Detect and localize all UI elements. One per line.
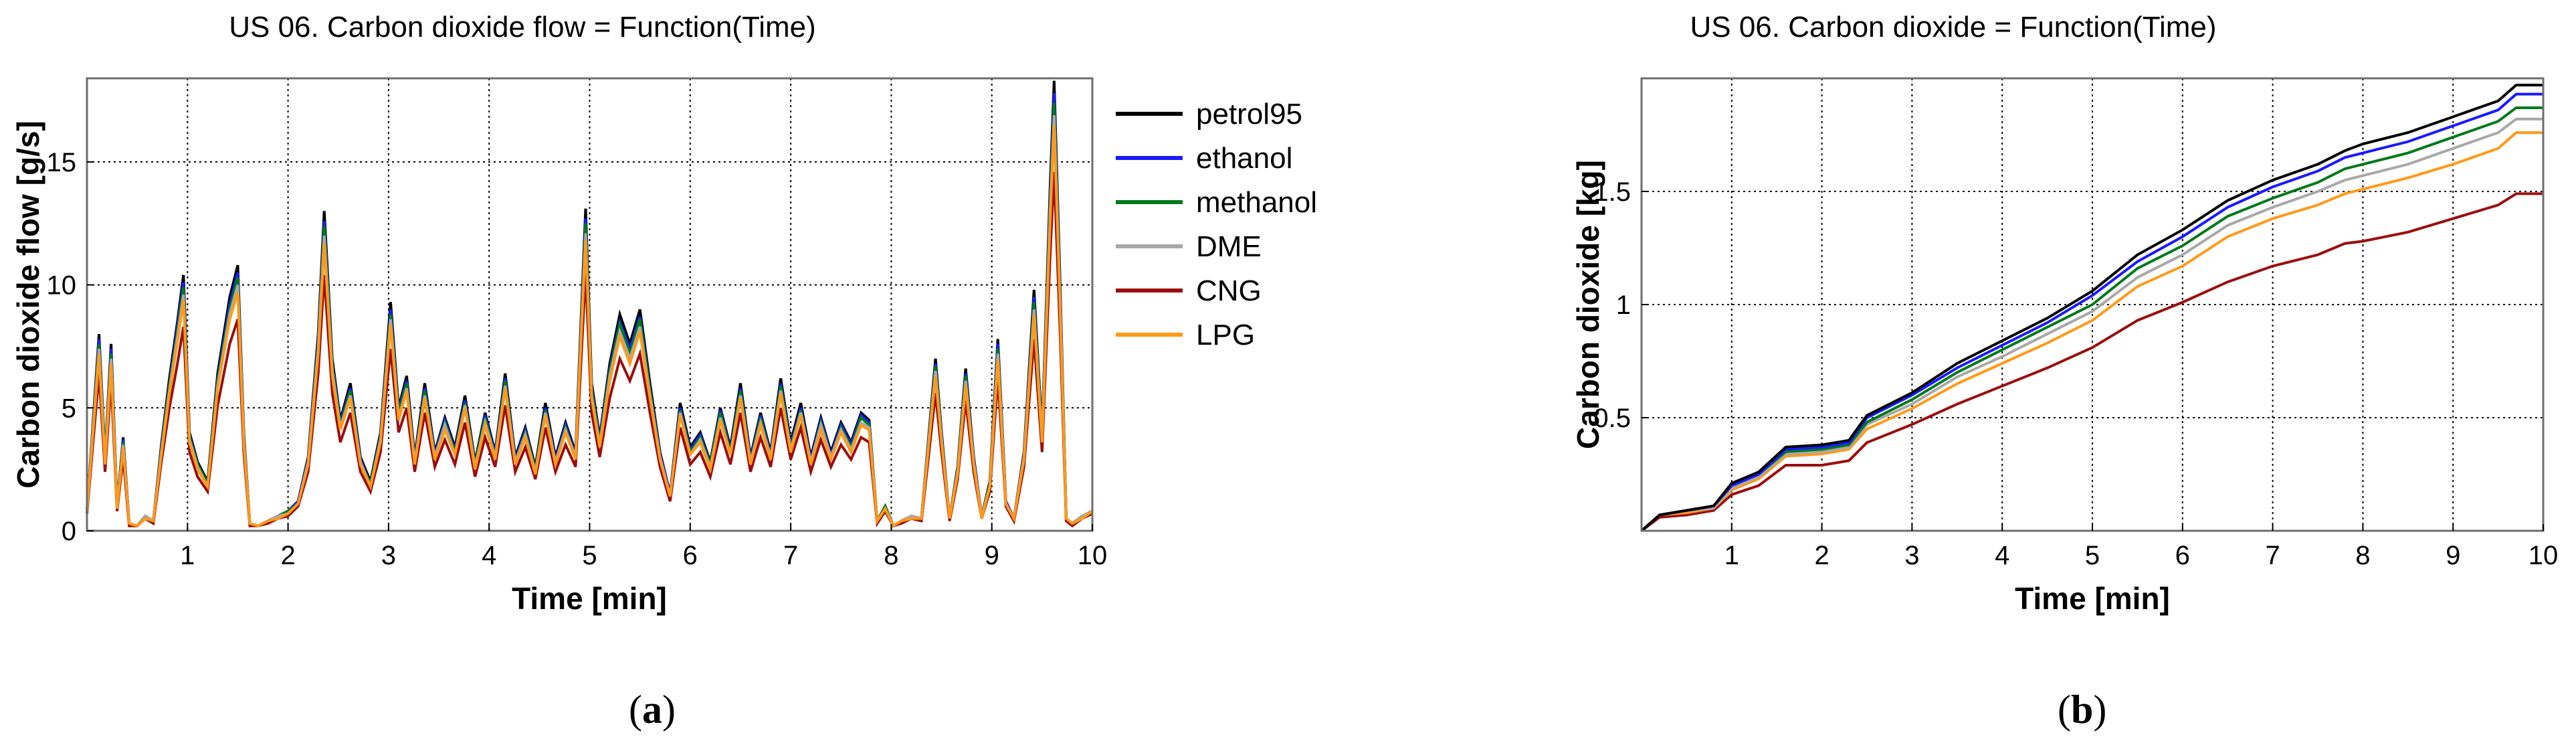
chart-a-y-tick-label: 0 bbox=[62, 517, 76, 546]
chart-a-xlabel: Time [min] bbox=[512, 581, 667, 616]
chart-a-legend: petrol95 ethanol methanol DME CNG LPG bbox=[1116, 98, 1317, 351]
chart-a-x-ticks: 1 2 3 4 5 6 7 8 9 10 bbox=[180, 524, 1107, 570]
chart-a-caption-letter: a bbox=[642, 687, 662, 732]
chart-b-title: US 06. Carbon dioxide = Function(Time) bbox=[1690, 11, 2216, 44]
chart-a-x-tick-label: 1 bbox=[180, 541, 195, 570]
chart-a-ylabel: Carbon dioxide flow [g/s] bbox=[11, 120, 45, 488]
chart-b-series-petrol95 bbox=[1640, 84, 2543, 532]
chart-b-series-lpg bbox=[1640, 131, 2543, 532]
chart-b-x-tick-label: 5 bbox=[2085, 541, 2100, 570]
chart-b-x-tick-label: 2 bbox=[1814, 541, 1829, 570]
chart-b-caption-letter: b bbox=[2071, 687, 2093, 732]
chart-b-series-ethanol bbox=[1640, 92, 2543, 532]
chart-a-y-ticks: 0 5 10 15 bbox=[47, 148, 94, 546]
chart-b-x-tick-label: 8 bbox=[2355, 541, 2370, 570]
chart-a-x-tick-label: 2 bbox=[280, 541, 295, 570]
chart-b-y-tick-label: 1.5 bbox=[1593, 177, 1631, 207]
chart-a-y-tick-label: 5 bbox=[62, 394, 76, 423]
chart-b-x-tick-label: 9 bbox=[2446, 541, 2460, 570]
chart-b-series bbox=[1640, 84, 2543, 532]
legend-label-ethanol: ethanol bbox=[1196, 142, 1292, 175]
chart-a-caption-open: ( bbox=[629, 687, 642, 732]
chart-b-caption-close: ) bbox=[2093, 687, 2106, 732]
chart-b-x-tick-label: 1 bbox=[1724, 541, 1739, 570]
chart-a-x-tick-label: 7 bbox=[783, 541, 798, 570]
legend-label-lpg: LPG bbox=[1196, 319, 1255, 351]
chart-a-x-tick-label: 3 bbox=[381, 541, 396, 570]
chart-b-y-tick-label: 0.5 bbox=[1593, 404, 1631, 433]
chart-a-series bbox=[86, 80, 1094, 528]
chart-a-x-tick-label: 4 bbox=[482, 541, 496, 570]
chart-a-y-tick-label: 15 bbox=[47, 148, 77, 177]
chart-b-x-tick-label: 6 bbox=[2175, 541, 2190, 570]
chart-a-caption: (a) bbox=[629, 687, 676, 732]
chart-a-title: US 06. Carbon dioxide flow = Function(Ti… bbox=[229, 11, 816, 44]
chart-a-series-lpg bbox=[86, 125, 1094, 528]
chart-b-x-tick-label: 10 bbox=[2529, 541, 2559, 570]
chart-b-series-cng bbox=[1640, 192, 2543, 532]
chart-b-caption-open: ( bbox=[2058, 687, 2071, 732]
legend-label-dme: DME bbox=[1196, 230, 1262, 263]
chart-b-xlabel: Time [min] bbox=[2015, 581, 2170, 616]
chart-a: US 06. Carbon dioxide flow = Function(Ti… bbox=[11, 11, 1317, 732]
chart-b-caption: (b) bbox=[2058, 687, 2106, 732]
chart-a-x-tick-label: 6 bbox=[683, 541, 698, 570]
chart-b-x-tick-label: 7 bbox=[2265, 541, 2280, 570]
chart-b-y-ticks: 0.5 1 1.5 bbox=[1593, 177, 1648, 433]
chart-a-x-tick-label: 10 bbox=[1078, 541, 1108, 570]
chart-b-y-tick-label: 1 bbox=[1616, 291, 1631, 320]
legend-label-methanol: methanol bbox=[1196, 186, 1317, 219]
chart-b: US 06. Carbon dioxide = Function(Time) 1… bbox=[1571, 11, 2558, 732]
chart-a-y-tick-label: 10 bbox=[47, 271, 77, 301]
chart-b-ylabel: Carbon dioxide [kg] bbox=[1571, 160, 1605, 449]
chart-b-x-tick-label: 4 bbox=[1995, 541, 2009, 570]
chart-a-caption-close: ) bbox=[662, 687, 676, 732]
legend-label-petrol95: petrol95 bbox=[1196, 98, 1302, 131]
chart-b-series-dme bbox=[1640, 117, 2543, 532]
chart-a-x-tick-label: 5 bbox=[582, 541, 597, 570]
chart-a-x-tick-label: 8 bbox=[884, 541, 898, 570]
legend-label-cng: CNG bbox=[1196, 274, 1262, 307]
chart-a-x-tick-label: 9 bbox=[985, 541, 999, 570]
chart-b-x-tick-label: 3 bbox=[1904, 541, 1919, 570]
chart-b-x-ticks: 1 2 3 4 5 6 7 8 9 10 bbox=[1724, 524, 2559, 570]
